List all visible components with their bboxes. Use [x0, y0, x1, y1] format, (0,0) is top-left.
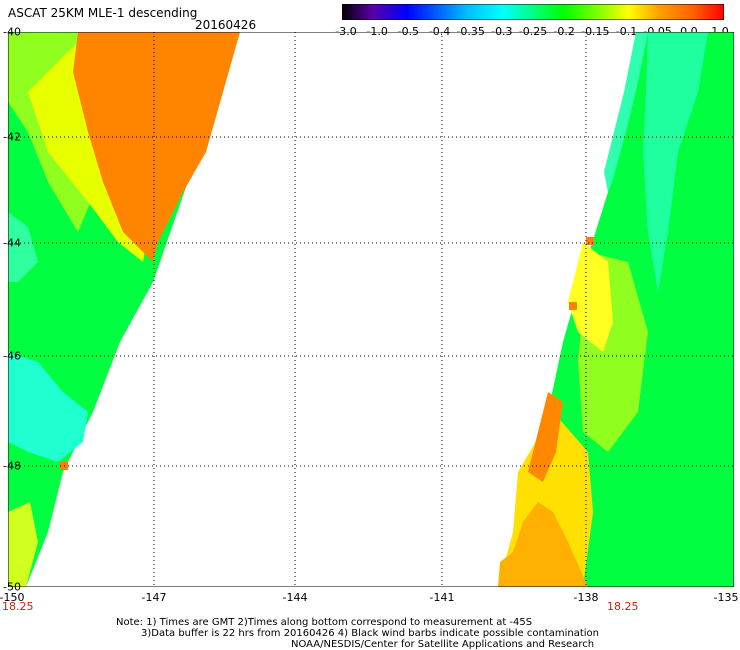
right-swath-orange: [528, 392, 563, 482]
time-label-left: 18.25: [2, 600, 34, 613]
note-line-3: NOAA/NESDIS/Center for Satellite Applica…: [291, 639, 595, 650]
lat-label-42: -42: [3, 130, 21, 144]
lat-label-46: -46: [3, 349, 21, 363]
left-swath-yellow-bottom: [8, 502, 38, 587]
right-swath-cyan: [604, 32, 648, 192]
lon-label-147: -147: [141, 591, 167, 604]
left-swath-orange: [73, 32, 240, 262]
left-swath-cyan: [8, 352, 88, 462]
lat-label-48: -48: [3, 459, 21, 473]
wind-swath-map: [8, 32, 734, 587]
map-title: ASCAT 25KM MLE-1 descending: [8, 6, 198, 20]
note-line-1: Note: 1) Times are GMT 2)Times along bot…: [116, 617, 533, 628]
right-swath-yellow: [568, 242, 613, 352]
colorbar: [342, 4, 724, 20]
lon-label-150: -150: [0, 591, 25, 604]
lon-label-135: -135: [713, 591, 739, 604]
note-line-2: 3)Data buffer is 22 hrs from 20160426 4)…: [141, 628, 599, 639]
right-swath-orange-pixel-2: [569, 302, 577, 310]
right-swath-orange-bottom: [498, 502, 588, 587]
right-swath-orange-pixel: [586, 237, 594, 245]
time-label-right: 18.25: [607, 600, 639, 613]
graticule: [8, 32, 734, 587]
lat-label-50: -50: [3, 580, 21, 594]
right-swath-cyan-2: [643, 32, 708, 292]
left-swath-cyan-2: [8, 212, 38, 282]
lon-label-144: -144: [282, 591, 308, 604]
lat-label-44: -44: [3, 236, 21, 250]
map-date: 20160426: [195, 18, 257, 32]
lat-label-40: -40: [3, 25, 21, 39]
lon-label-141: -141: [429, 591, 455, 604]
lon-label-138: -138: [573, 591, 599, 604]
